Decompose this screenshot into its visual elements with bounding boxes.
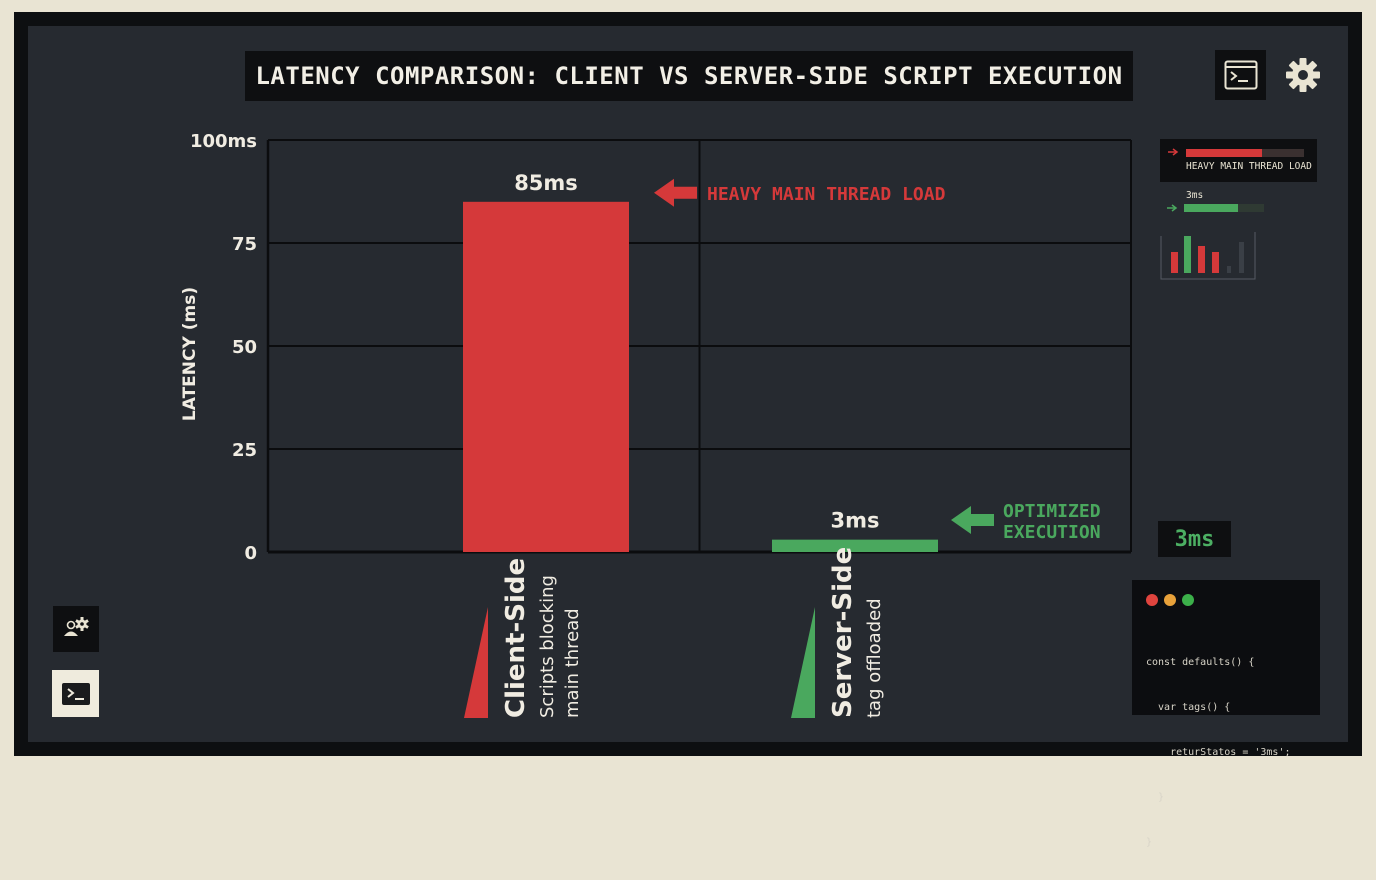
y-tick-label: 100ms <box>190 131 257 152</box>
y-tick-label: 25 <box>232 440 257 461</box>
legend-green-value: 3ms <box>1186 190 1204 201</box>
terminal-button[interactable] <box>1215 50 1266 100</box>
legend-red-label: HEAVY MAIN THREAD LOAD <box>1186 161 1312 172</box>
y-tick-label: 0 <box>244 543 257 564</box>
y-axis-label: LATENCY (ms) <box>180 287 200 421</box>
mini-bar <box>1227 266 1231 273</box>
arrow-right-icon <box>1168 148 1179 156</box>
bar <box>463 201 629 553</box>
legend-green-bar-track <box>1184 204 1264 212</box>
code-line: } <box>1146 792 1165 803</box>
code-line: } <box>1146 837 1153 848</box>
y-tick-label: 75 <box>232 234 257 255</box>
window-controls <box>1146 594 1194 606</box>
legend-red-bar-track <box>1186 149 1304 157</box>
title-banner: LATENCY COMPARISON: CLIENT VS SERVER-SID… <box>245 51 1133 101</box>
mini-bar-chart <box>1160 232 1256 280</box>
category-label: Server-Side <box>828 547 858 718</box>
metric-value-badge: 3ms <box>1158 521 1231 557</box>
code-window: const defaults() { var tags() { returSta… <box>1132 580 1320 848</box>
legend-green-bar-fill <box>1184 204 1239 212</box>
annotation-arrow-icon <box>654 178 697 207</box>
terminal-icon <box>61 682 90 705</box>
mini-bar <box>1171 252 1178 273</box>
code-line: var tags() { <box>1146 702 1231 713</box>
annotation-arrow-icon <box>951 506 994 534</box>
arrow-right-icon <box>1167 204 1178 212</box>
console-button[interactable] <box>52 670 99 717</box>
mini-bar <box>1212 252 1219 273</box>
legend-red-bar-fill <box>1186 149 1262 157</box>
terminal-icon <box>1224 60 1257 90</box>
gear-icon <box>1286 58 1320 92</box>
user-settings-icon <box>64 617 89 636</box>
mini-bar <box>1184 236 1191 273</box>
mini-bar <box>1198 246 1205 273</box>
page-title: LATENCY COMPARISON: CLIENT VS SERVER-SID… <box>255 62 1123 90</box>
minimize-dot[interactable] <box>1164 594 1176 606</box>
category-subtitle: Scripts blocking <box>537 575 558 718</box>
maximize-dot[interactable] <box>1182 594 1194 606</box>
code-line: const defaults() { <box>1146 657 1255 668</box>
settings-button[interactable] <box>1282 54 1324 96</box>
bar-value-label: 3ms <box>831 509 880 533</box>
y-tick-label: 50 <box>232 337 257 358</box>
code-line: returStatos = '3ms'; <box>1146 747 1291 758</box>
annotation-text: EXECUTION <box>1003 522 1101 543</box>
annotation-text: OPTIMIZED <box>1003 501 1101 522</box>
latency-bar-chart: 0 25 50 75 100ms LATENCY (ms) 85ms 3ms HEAVY MAI… <box>180 131 1132 718</box>
bar-value-label: 85ms <box>514 171 578 195</box>
category-subtitle: main thread <box>562 608 583 718</box>
category-subtitle: tag offloaded <box>864 598 885 718</box>
bar <box>772 539 938 552</box>
legend-heavy-load: HEAVY MAIN THREAD LOAD <box>1160 139 1317 182</box>
category-wedge <box>464 607 488 718</box>
code-block: const defaults() { var tags() { returSta… <box>1146 625 1291 880</box>
mini-bar <box>1239 242 1244 273</box>
category-label: Client-Side <box>501 558 531 718</box>
user-settings-button[interactable] <box>53 606 99 652</box>
category-wedge <box>791 607 815 718</box>
dashboard-screen <box>28 26 1348 742</box>
annotation-text: HEAVY MAIN THREAD LOAD <box>707 184 946 205</box>
close-dot[interactable] <box>1146 594 1158 606</box>
